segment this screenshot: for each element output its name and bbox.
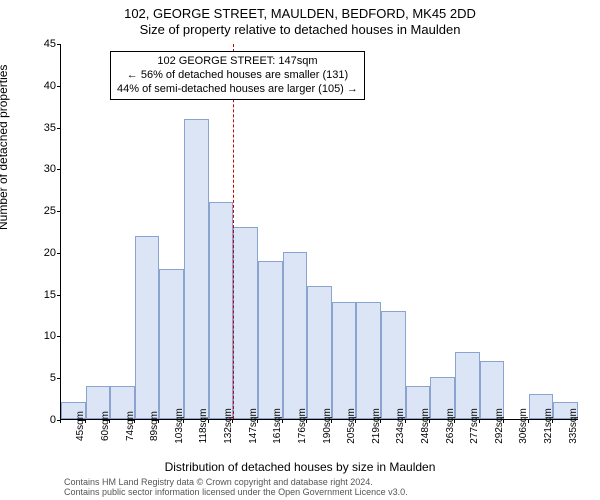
histogram-bar — [209, 202, 234, 419]
x-axis-label: Distribution of detached houses by size … — [0, 460, 600, 474]
footer-line2: Contains public sector information licen… — [64, 488, 600, 498]
plot-area — [60, 44, 578, 420]
chart-title-address: 102, GEORGE STREET, MAULDEN, BEDFORD, MK… — [0, 6, 600, 21]
x-tick-label: 118sqm — [198, 409, 209, 444]
histogram-bar — [332, 302, 357, 419]
x-tick-mark — [282, 420, 283, 423]
x-tick-mark — [479, 420, 480, 423]
y-tick-mark — [57, 211, 60, 212]
x-tick-mark — [503, 420, 504, 423]
y-tick-mark — [57, 86, 60, 87]
x-tick-label: 234sqm — [395, 408, 406, 444]
x-tick-mark — [60, 420, 61, 423]
histogram-bar — [159, 269, 184, 419]
y-axis-label: Number of detached properties — [0, 65, 10, 230]
annotation-line2: ← 56% of detached houses are smaller (13… — [117, 69, 358, 83]
x-tick-label: 89sqm — [149, 411, 160, 441]
y-tick-label: 20 — [26, 247, 56, 259]
annotation-box: 102 GEORGE STREET: 147sqm← 56% of detach… — [110, 51, 365, 100]
x-tick-label: 132sqm — [223, 408, 234, 444]
x-tick-mark — [355, 420, 356, 423]
y-tick-mark — [57, 295, 60, 296]
annotation-line1: 102 GEORGE STREET: 147sqm — [117, 55, 358, 69]
histogram-bar — [233, 227, 258, 419]
x-tick-label: 74sqm — [125, 411, 136, 441]
x-tick-label: 190sqm — [322, 408, 333, 444]
x-tick-mark — [85, 420, 86, 423]
x-tick-label: 103sqm — [174, 408, 185, 444]
y-tick-label: 5 — [26, 372, 56, 384]
x-tick-mark — [454, 420, 455, 423]
y-tick-label: 40 — [26, 80, 56, 92]
histogram-bar — [283, 252, 308, 419]
x-tick-label: 60sqm — [100, 411, 111, 441]
x-tick-mark — [405, 420, 406, 423]
x-tick-mark — [552, 420, 553, 423]
x-tick-mark — [306, 420, 307, 423]
x-tick-mark — [528, 420, 529, 423]
chart-title-desc: Size of property relative to detached ho… — [0, 22, 600, 37]
x-tick-mark — [208, 420, 209, 423]
x-tick-mark — [257, 420, 258, 423]
x-tick-label: 147sqm — [248, 408, 259, 444]
y-tick-mark — [57, 128, 60, 129]
y-tick-label: 35 — [26, 122, 56, 134]
x-tick-label: 321sqm — [543, 408, 554, 444]
x-tick-label: 45sqm — [75, 411, 86, 441]
x-tick-label: 248sqm — [420, 408, 431, 444]
x-tick-label: 263sqm — [445, 408, 456, 444]
histogram-bar — [307, 286, 332, 419]
x-tick-mark — [134, 420, 135, 423]
histogram-bar — [381, 311, 406, 419]
histogram-bar — [135, 236, 160, 419]
x-tick-mark — [429, 420, 430, 423]
y-tick-mark — [57, 44, 60, 45]
histogram-bar — [258, 261, 283, 419]
x-tick-label: 219sqm — [371, 408, 382, 444]
x-tick-mark — [109, 420, 110, 423]
x-tick-label: 205sqm — [346, 408, 357, 444]
y-tick-label: 25 — [26, 205, 56, 217]
x-tick-mark — [331, 420, 332, 423]
histogram-bar — [184, 119, 209, 419]
x-tick-mark — [232, 420, 233, 423]
y-tick-label: 10 — [26, 330, 56, 342]
y-tick-mark — [57, 253, 60, 254]
x-tick-mark — [183, 420, 184, 423]
y-tick-mark — [57, 378, 60, 379]
x-tick-label: 176sqm — [297, 408, 308, 444]
y-tick-label: 0 — [26, 414, 56, 426]
x-tick-label: 306sqm — [518, 408, 529, 444]
y-tick-label: 45 — [26, 38, 56, 50]
y-tick-label: 15 — [26, 289, 56, 301]
x-tick-label: 277sqm — [469, 408, 480, 444]
y-tick-mark — [57, 336, 60, 337]
x-tick-label: 292sqm — [494, 408, 505, 444]
y-tick-mark — [57, 169, 60, 170]
histogram-bar — [356, 302, 381, 419]
x-tick-label: 335sqm — [568, 408, 579, 444]
x-tick-mark — [380, 420, 381, 423]
y-tick-label: 30 — [26, 163, 56, 175]
footer-attribution: Contains HM Land Registry data © Crown c… — [64, 478, 600, 498]
annotation-line3: 44% of semi-detached houses are larger (… — [117, 83, 358, 97]
x-tick-mark — [158, 420, 159, 423]
reference-marker-line — [233, 44, 234, 419]
x-tick-label: 161sqm — [272, 408, 283, 444]
